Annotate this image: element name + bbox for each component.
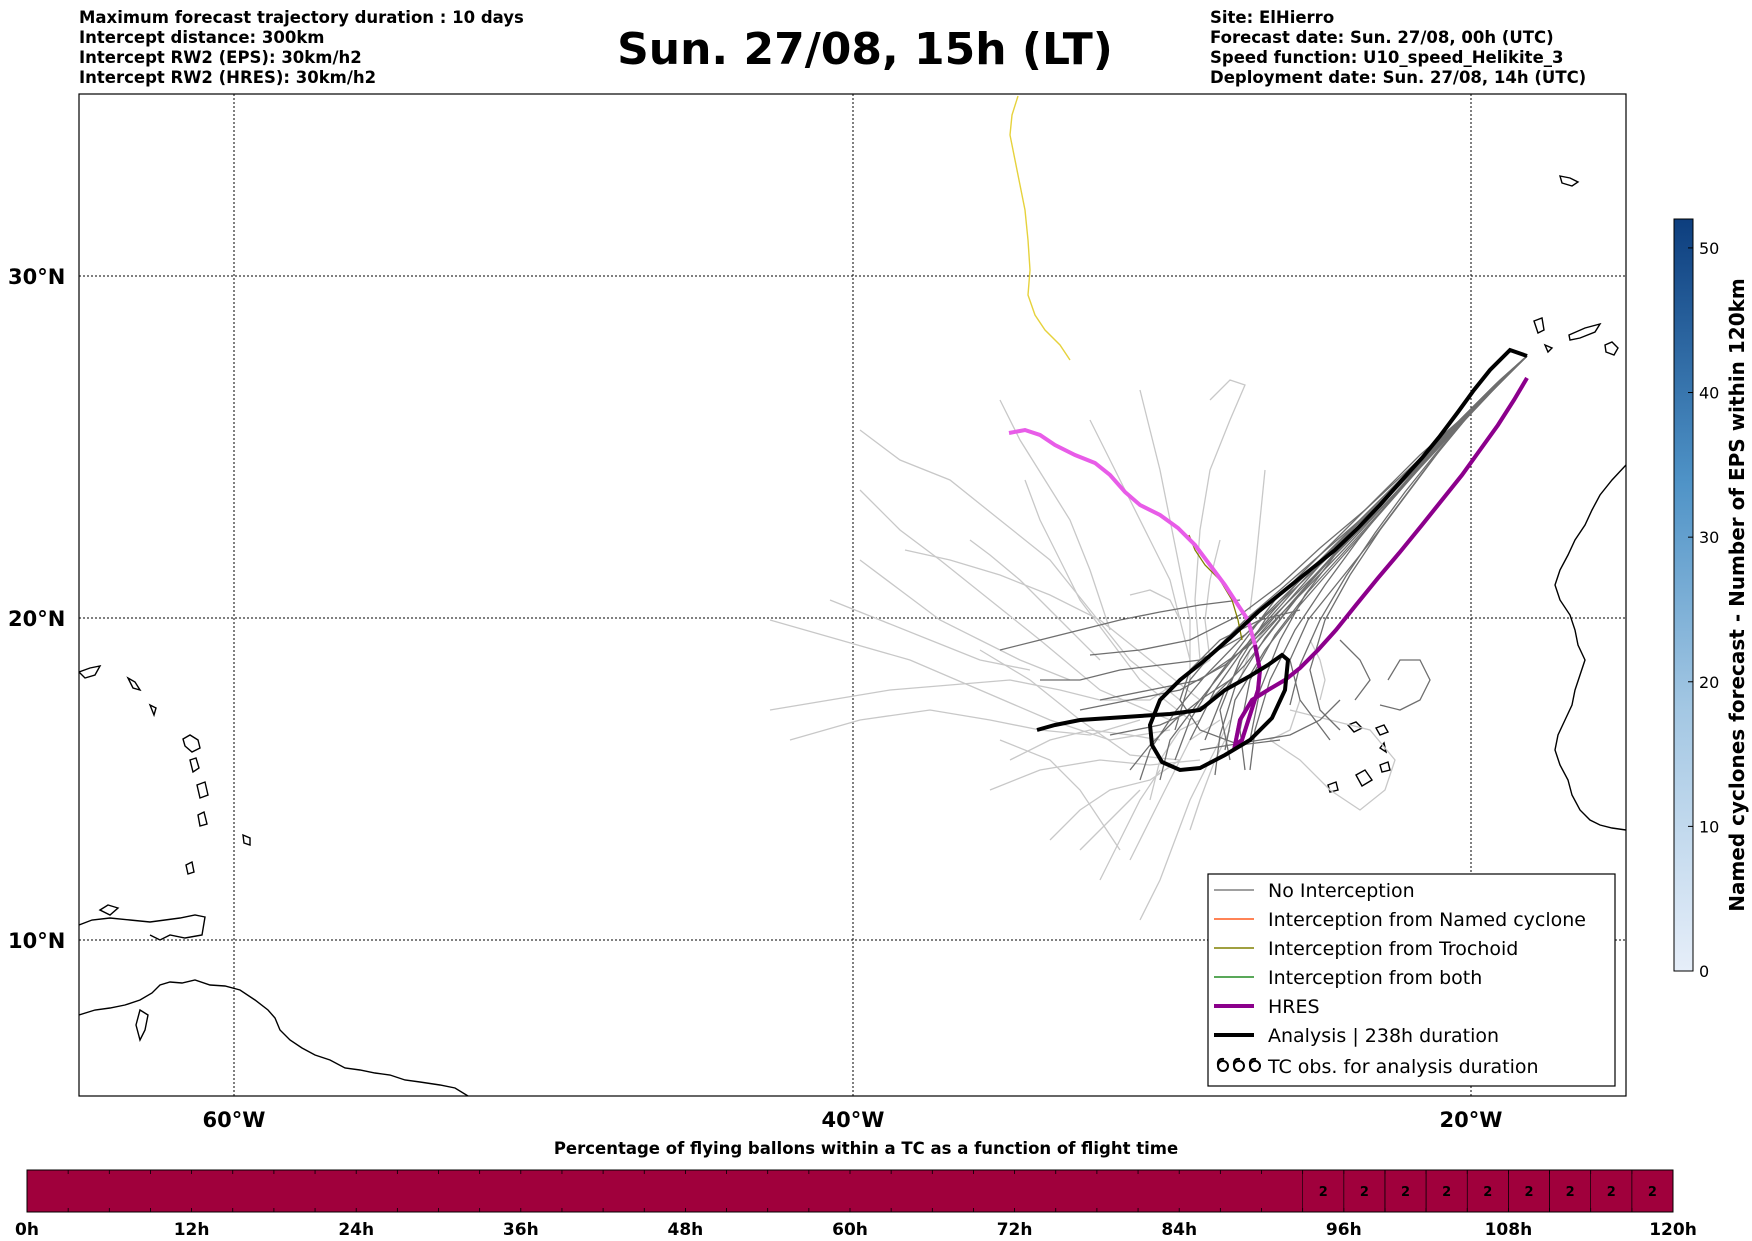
timebar-tick-label: 96h [1326, 1220, 1362, 1240]
timebar: Percentage of flying ballons within a TC… [15, 1139, 1697, 1240]
timebar-tick-label: 48h [668, 1220, 704, 1240]
colorbar-tick-label: 0 [1699, 962, 1709, 981]
timebar-title: Percentage of flying ballons within a TC… [554, 1139, 1178, 1158]
lon-label-40w: 40°W [822, 1108, 885, 1132]
header-left-line-2: Intercept distance: 300km [79, 28, 325, 47]
colorbar: 0 10 20 30 40 50 Named cyclones forecast - Nu… [1673, 218, 1749, 981]
legend-entries: No Interception Interception from Named … [1214, 880, 1586, 1078]
island-tobago [98, 904, 120, 916]
island-tenerife [1568, 322, 1602, 341]
timebar-tick-label: 36h [503, 1220, 539, 1240]
island-dominica [189, 757, 200, 774]
legend-label-hres: HRES [1268, 996, 1320, 1018]
header-right-speed-function: Speed function: U10_speed_Helikite_3 [1210, 48, 1564, 67]
lon-label-20w: 20°W [1440, 1108, 1503, 1132]
timebar-cell-value: 2 [1648, 1185, 1657, 1200]
timebar-tick-label: 108h [1485, 1220, 1533, 1240]
trajectory-hres [1232, 376, 1529, 750]
timebar-cell-value: 2 [1524, 1185, 1533, 1200]
header-left-line-4: Intercept RW2 (HRES): 30km/h2 [79, 68, 377, 87]
island-la-palma [1533, 317, 1545, 334]
lat-label-30n: 30°N [8, 265, 65, 289]
legend: No Interception Interception from Named … [1207, 873, 1616, 1087]
island-st-lucia [197, 810, 208, 827]
legend-label-named-cyclone: Interception from Named cyclone [1268, 909, 1586, 931]
trajectory-yellow [1009, 95, 1071, 361]
colorbar-tick-label: 30 [1699, 528, 1719, 547]
map-axis-labels: 30°N 20°N 10°N 60°W 40°W 20°W [8, 265, 1502, 1132]
timebar-cell-value: 2 [1442, 1185, 1451, 1200]
timebar-cell [1631, 1169, 1674, 1213]
timebar-tick-label: 12h [174, 1220, 210, 1240]
legend-label-no-interception: No Interception [1268, 880, 1415, 902]
island-cape-verde-sao-vicente [1374, 724, 1390, 736]
island-madeira [1559, 175, 1580, 187]
eps-trajectories-light [769, 379, 1396, 921]
colorbar-tick-label: 50 [1699, 239, 1719, 258]
island-guadeloupe [182, 734, 201, 753]
colorbar-ticks: 0 10 20 30 40 50 [1688, 239, 1719, 981]
timebar-cell-value: 2 [1566, 1185, 1575, 1200]
map-frame [78, 93, 1627, 1097]
trinidad-venezuela-coast [79, 914, 206, 941]
timebar-tick-label: 0h [15, 1220, 39, 1240]
header-right-deployment-date: Deployment date: Sun. 27/08, 14h (UTC) [1210, 68, 1587, 87]
timebar-tick-label: 60h [832, 1220, 868, 1240]
page-title: Sun. 27/08, 15h (LT) [617, 24, 1113, 75]
legend-label-both: Interception from both [1268, 967, 1482, 989]
timebar-tick-label: 24h [338, 1220, 374, 1240]
cyclone-symbols-icon [1216, 1057, 1261, 1072]
timebar-cell-value: 2 [1607, 1185, 1616, 1200]
timebar-tick-label: 72h [997, 1220, 1033, 1240]
island-antigua [148, 703, 157, 718]
timebar-cells: 2 2 2 2 2 2 2 2 2 [1302, 1169, 1674, 1213]
island-el-hierro [1543, 343, 1554, 354]
timebar-cell-value: 2 [1319, 1185, 1328, 1200]
legend-box [1207, 873, 1616, 1087]
header-right-site: Site: ElHierro [1210, 8, 1335, 27]
colorbar-tick-label: 10 [1699, 817, 1719, 836]
legend-label-analysis: Analysis | 238h duration [1268, 1025, 1499, 1047]
lat-label-10n: 10°N [8, 929, 65, 953]
colorbar-gradient [1673, 218, 1694, 972]
colorbar-tick-label: 20 [1699, 673, 1719, 692]
lat-label-20n: 20°N [8, 607, 65, 631]
header-right-forecast-date: Forecast date: Sun. 27/08, 00h (UTC) [1210, 28, 1554, 47]
legend-label-trochoid: Interception from Trochoid [1268, 938, 1518, 960]
timebar-cell-value: 2 [1483, 1185, 1492, 1200]
island-barbados [185, 860, 195, 875]
west-africa-coast [1554, 464, 1626, 831]
island-puerto-rico [79, 665, 102, 679]
coastlines [79, 175, 1626, 1096]
island-virgin [126, 676, 142, 692]
timebar-cell-value: 2 [1401, 1185, 1410, 1200]
south-america-coast [79, 979, 469, 1096]
island-margarita [135, 1008, 149, 1042]
colorbar-tick-label: 40 [1699, 384, 1719, 403]
timebar-cell-value: 2 [1360, 1185, 1369, 1200]
legend-label-tc-obs: TC obs. for analysis duration [1267, 1056, 1539, 1078]
timebar-tick-label: 120h [1649, 1220, 1697, 1240]
header-left: Maximum forecast trajectory duration : 1… [79, 8, 524, 88]
island-gran-canaria [1604, 341, 1619, 356]
header-right: Site: ElHierro Forecast date: Sun. 27/08… [1210, 8, 1586, 88]
timebar-tick-label: 84h [1161, 1220, 1197, 1240]
island-barbuda [242, 833, 251, 846]
island-cape-verde-boa-vista [1379, 761, 1391, 773]
timebar-ticks: 0h 12h 24h 36h 48h 60h 72h 84h 96h 108h 120h [15, 1220, 1697, 1240]
island-cape-verde-santiago [1355, 769, 1374, 787]
header-left-line-1: Maximum forecast trajectory duration : 1… [79, 8, 524, 27]
colorbar-label: Named cyclones forecast - Number of EPS … [1725, 278, 1749, 912]
island-martinique [196, 781, 209, 799]
lon-label-60w: 60°W [203, 1108, 266, 1132]
trajectory-analysis [1036, 347, 1528, 773]
header-left-line-3: Intercept RW2 (EPS): 30km/h2 [79, 48, 362, 67]
